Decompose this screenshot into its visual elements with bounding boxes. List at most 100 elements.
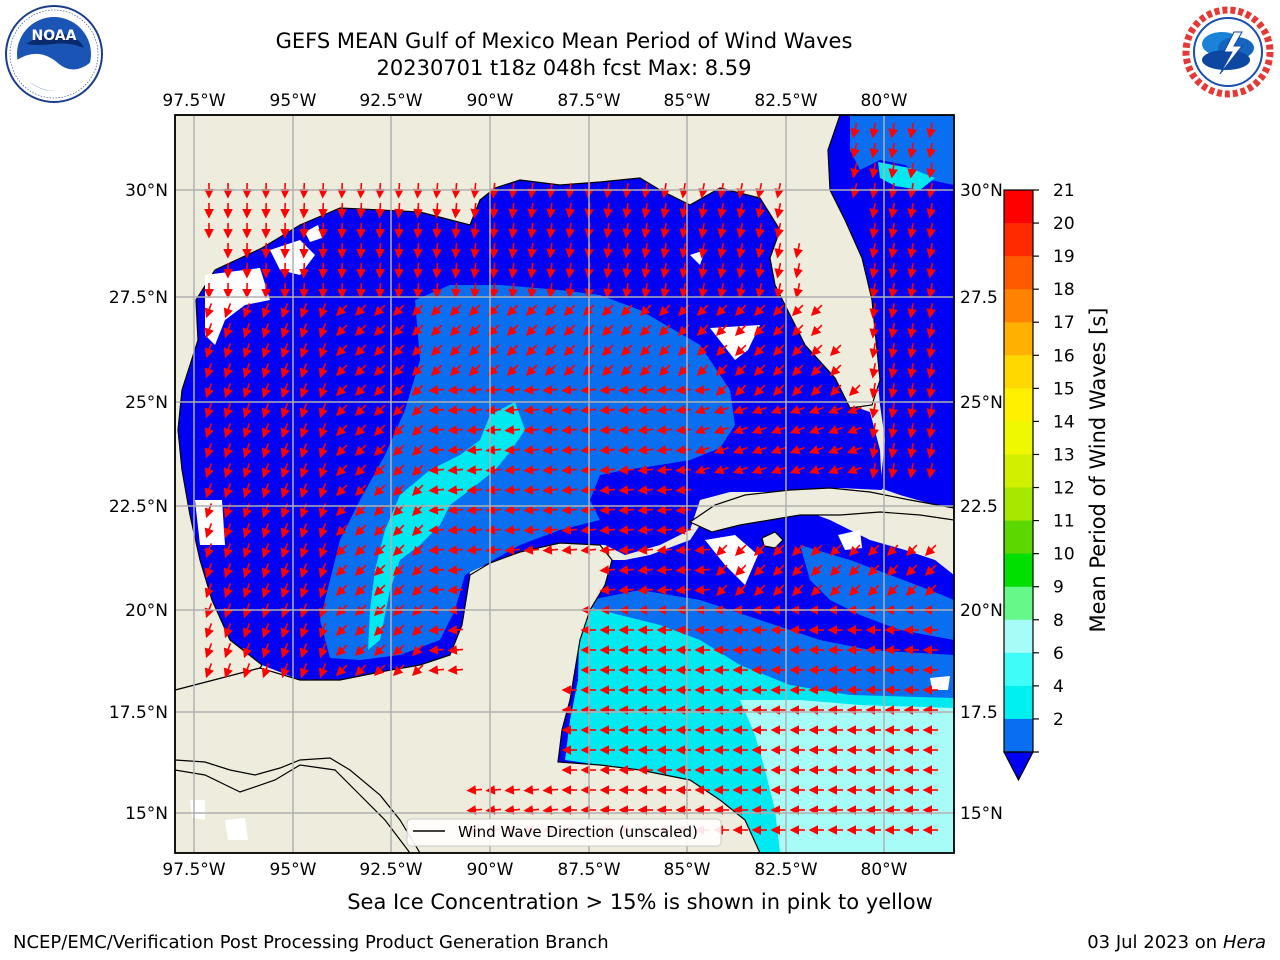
lon-label-top: 92.5°W <box>359 91 422 111</box>
wind-wave-arrow <box>299 343 309 359</box>
wind-wave-arrow <box>223 623 233 639</box>
wind-wave-arrow <box>432 282 442 299</box>
wind-wave-arrow <box>299 242 309 259</box>
wind-wave-arrow <box>354 484 367 497</box>
wind-wave-arrow <box>599 485 616 495</box>
wind-wave-arrow <box>411 344 424 357</box>
wind-wave-arrow <box>601 364 614 377</box>
wind-wave-arrow <box>717 202 727 219</box>
colorbar-tick-label: 6 <box>1053 644 1064 664</box>
wind-wave-arrow <box>789 445 805 455</box>
wind-wave-arrow <box>392 444 405 457</box>
lon-label-bottom: 82.5°W <box>754 860 817 880</box>
wind-wave-arrow <box>466 385 483 395</box>
colorbar: 21 20 19 18 17 16 15 14 13 12 11 10 9 8 6 4 2 <box>1003 181 1075 782</box>
wind-wave-arrow <box>261 323 271 339</box>
wind-wave-arrow <box>637 505 654 515</box>
wind-wave-arrow <box>318 443 328 459</box>
colorbar-tick-label: 20 <box>1053 214 1075 234</box>
lon-label-bottom: 92.5°W <box>359 860 422 880</box>
wind-wave-arrow <box>656 585 673 595</box>
wind-wave-arrow <box>335 384 348 397</box>
wind-wave-arrow <box>527 242 537 259</box>
wind-wave-arrow <box>774 282 784 299</box>
wind-wave-arrow <box>544 344 557 357</box>
wind-wave-arrow <box>411 664 424 677</box>
wind-wave-arrow <box>223 383 233 399</box>
colorbar-tick-label: 13 <box>1053 446 1075 466</box>
wind-wave-arrow <box>523 385 540 395</box>
wind-wave-arrow <box>447 645 464 655</box>
wind-wave-arrow <box>299 663 309 679</box>
wind-wave-arrow <box>470 262 480 279</box>
wind-wave-arrow <box>618 425 635 435</box>
wind-wave-arrow <box>810 564 823 577</box>
noaa-logo-text: NOAA <box>32 28 77 44</box>
wind-wave-arrow <box>318 383 328 399</box>
wind-wave-arrow <box>428 485 445 495</box>
wind-wave-arrow <box>354 544 367 557</box>
wind-wave-arrow <box>466 525 483 535</box>
wind-wave-arrow <box>354 464 367 477</box>
wind-wave-arrow <box>637 425 654 435</box>
wind-wave-arrow <box>561 425 578 435</box>
wind-wave-arrow <box>411 464 424 477</box>
gulf-water-3 <box>368 402 525 650</box>
wind-wave-arrow <box>924 544 937 557</box>
wind-wave-arrow <box>751 405 767 415</box>
wind-wave-arrow <box>867 564 880 577</box>
wind-wave-arrow <box>867 584 880 597</box>
wind-wave-arrow <box>791 384 804 397</box>
wind-wave-arrow <box>791 364 804 377</box>
wind-wave-arrow <box>411 524 424 537</box>
wind-wave-arrow <box>335 424 348 437</box>
colorbar-segment <box>1004 652 1033 687</box>
wind-wave-arrow <box>599 445 616 455</box>
wind-wave-arrow <box>223 423 233 439</box>
wind-wave-arrow <box>715 364 728 377</box>
colorbar-outline <box>1003 189 1034 753</box>
wind-wave-arrow <box>447 565 464 575</box>
wind-wave-arrow <box>466 545 483 555</box>
wind-wave-arrow <box>373 404 386 417</box>
wind-wave-arrow <box>869 242 879 259</box>
wind-wave-arrow <box>772 324 785 337</box>
wind-wave-arrow <box>204 363 214 379</box>
wind-wave-arrow <box>525 324 538 337</box>
wind-wave-arrow <box>527 282 537 299</box>
wind-wave-arrow <box>354 664 367 677</box>
wind-wave-arrow <box>261 443 271 459</box>
wind-wave-arrow <box>411 324 424 337</box>
lon-label-top: 95°W <box>270 91 317 111</box>
wind-wave-arrow <box>736 282 746 299</box>
wind-wave-arrow <box>622 242 632 259</box>
wind-wave-arrow <box>694 445 710 455</box>
map-legend: Wind Wave Direction (unscaled) <box>406 818 722 847</box>
wind-wave-arrow <box>299 443 309 459</box>
wind-wave-arrow <box>869 382 879 399</box>
wind-wave-arrow <box>280 383 290 399</box>
wind-wave-arrow <box>525 304 538 317</box>
wind-wave-arrow <box>561 405 578 415</box>
wind-wave-arrow <box>637 405 654 415</box>
wind-wave-arrow <box>373 304 386 317</box>
wind-wave-arrow <box>603 262 613 279</box>
noaa-logo: NOAA <box>5 5 103 103</box>
wind-wave-arrow <box>926 202 936 219</box>
wind-wave-arrow <box>223 483 233 499</box>
wind-wave-arrow <box>599 565 616 575</box>
wind-wave-arrow <box>565 282 575 299</box>
wind-wave-arrow <box>413 242 423 259</box>
wind-wave-arrow <box>888 142 898 159</box>
wind-wave-arrow <box>504 545 521 555</box>
wind-wave-arrow <box>204 583 214 599</box>
wind-wave-arrow <box>753 364 766 377</box>
wind-wave-arrow <box>335 404 348 417</box>
wind-wave-arrow <box>470 222 480 239</box>
wind-wave-arrow <box>926 142 936 159</box>
wind-wave-arrow <box>449 364 462 377</box>
wind-wave-arrow <box>373 444 386 457</box>
wind-wave-arrow <box>523 785 540 795</box>
colorbar-segment <box>1004 190 1033 224</box>
